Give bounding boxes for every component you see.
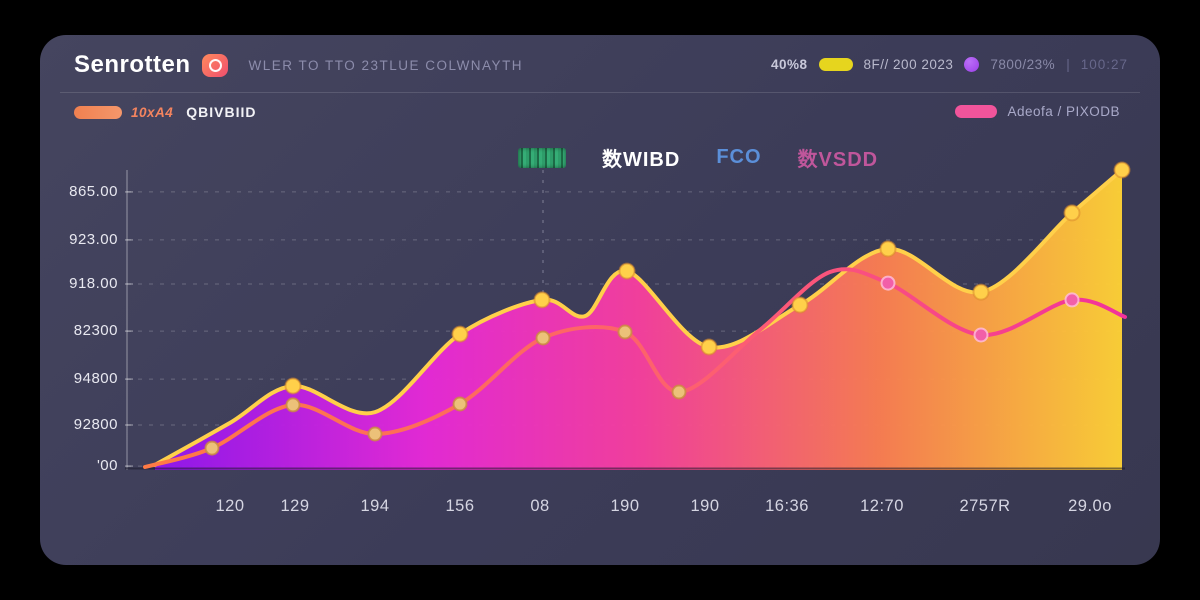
x-axis-label: 12:70 [860, 497, 904, 515]
y-axis-label: 92800 [73, 416, 118, 433]
x-axis-label: 120 [215, 497, 245, 515]
orange-pill-swatch [74, 105, 122, 119]
y-axis-label: '00 [96, 457, 118, 475]
series-b-key: Adeofa / PIXODB [955, 104, 1120, 119]
y-axis-label: 82300 [73, 322, 118, 340]
x-axis-label: 2757R [959, 497, 1011, 515]
metric-ratio: 7800/23% [990, 57, 1056, 72]
area-data-point-marker[interactable] [1063, 204, 1081, 222]
line-data-point-marker[interactable] [285, 397, 301, 413]
x-axis-label: 156 [445, 497, 475, 515]
page-title: Senrotten [74, 51, 191, 78]
area-data-point-marker[interactable] [284, 377, 302, 395]
metric-value: 40%8 [771, 57, 808, 72]
green-pixel-badge[interactable] [518, 147, 566, 168]
app-logo-icon [201, 53, 228, 77]
area-data-point-marker[interactable] [451, 325, 469, 343]
plot-svg[interactable] [125, 161, 1131, 470]
area-data-point-marker[interactable] [972, 283, 990, 301]
series-a-code: 10xA4 [131, 104, 174, 120]
line-series-path [143, 267, 1127, 469]
x-axis-label: 08 [530, 497, 550, 515]
header-divider [60, 92, 1140, 93]
line-data-point-marker[interactable] [204, 440, 220, 456]
header-metrics: 40%8 8F// 200 2023 7800/23% | 100:27 [771, 57, 1128, 72]
area-data-point-marker[interactable] [533, 291, 551, 309]
x-axis-label: 16:36 [765, 497, 809, 515]
metric-date: 8F// 200 2023 [863, 57, 954, 72]
dashboard-panel: Senrotten WLER TO TTO 23TLUE COLWNAYTH 4… [40, 35, 1160, 565]
x-axis-label: 29.0o [1068, 497, 1112, 515]
line-data-point-marker[interactable] [880, 275, 896, 291]
purple-dot-indicator [964, 57, 980, 72]
x-axis-label: 190 [690, 497, 720, 515]
series-a-key: 10xA4 QBIVBIID [74, 104, 257, 120]
pink-pill-swatch [955, 105, 998, 118]
area-data-point-marker[interactable] [879, 240, 897, 258]
yellow-pill-indicator [818, 58, 853, 71]
y-axis-label: 94800 [73, 370, 118, 388]
metric-time: 100:27 [1080, 57, 1128, 72]
series-a-label: QBIVBIID [186, 104, 257, 120]
y-axis-label: 923.00 [69, 230, 118, 248]
header: Senrotten WLER TO TTO 23TLUE COLWNAYTH [74, 51, 523, 79]
series-b-label: Adeofa / PIXODB [1007, 104, 1120, 119]
line-data-point-marker[interactable] [973, 327, 989, 343]
area-data-point-marker[interactable] [700, 338, 718, 356]
legend-item-0[interactable]: 数WIBD [602, 149, 681, 171]
legend-item-1[interactable]: FCO [716, 146, 762, 168]
y-axis-label: 918.00 [69, 275, 118, 292]
page-subtitle: WLER TO TTO 23TLUE COLWNAYTH [248, 57, 524, 73]
area-data-point-marker[interactable] [618, 262, 636, 280]
line-data-point-marker[interactable] [452, 396, 468, 412]
line-data-point-marker[interactable] [367, 426, 383, 442]
area-data-point-marker[interactable] [791, 296, 809, 314]
y-axis-label: 865.00 [69, 182, 118, 200]
x-axis-label: 194 [360, 497, 390, 515]
x-axis-label: 129 [280, 497, 310, 515]
line-data-point-marker[interactable] [535, 330, 551, 346]
line-data-point-marker[interactable] [617, 324, 633, 340]
metric-separator: | [1066, 57, 1070, 72]
line-data-point-marker[interactable] [671, 384, 687, 400]
area-series-fill [155, 170, 1122, 470]
chart-area[interactable] [125, 161, 1131, 470]
chart-legend: 数WIBD FCO 数VSDD [518, 143, 878, 172]
area-data-point-marker[interactable] [1113, 161, 1131, 179]
line-data-point-marker[interactable] [1064, 292, 1080, 308]
x-axis-label: 190 [610, 497, 640, 515]
legend-items: 数WIBD FCO 数VSDD [602, 143, 878, 172]
legend-item-2[interactable]: 数VSDD [797, 149, 879, 171]
